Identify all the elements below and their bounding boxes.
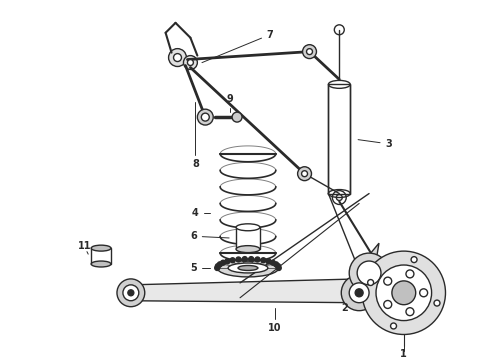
Circle shape (297, 167, 312, 181)
Circle shape (384, 277, 392, 285)
Ellipse shape (91, 245, 111, 251)
Ellipse shape (238, 266, 258, 270)
Circle shape (216, 264, 220, 269)
Circle shape (406, 270, 414, 278)
Text: 2: 2 (341, 303, 347, 313)
Circle shape (376, 265, 432, 321)
Polygon shape (131, 279, 359, 303)
Polygon shape (349, 243, 379, 303)
Circle shape (341, 275, 377, 311)
Circle shape (173, 54, 181, 62)
Circle shape (307, 49, 313, 55)
Circle shape (355, 289, 363, 297)
Circle shape (419, 289, 428, 297)
Text: 9: 9 (227, 94, 234, 104)
Circle shape (242, 257, 247, 262)
Circle shape (270, 260, 275, 265)
Circle shape (255, 257, 260, 262)
Text: 3: 3 (386, 139, 392, 149)
Circle shape (368, 280, 373, 285)
Circle shape (230, 258, 235, 263)
Circle shape (183, 55, 197, 69)
Ellipse shape (228, 263, 268, 273)
Circle shape (276, 266, 281, 270)
Circle shape (261, 258, 266, 263)
Circle shape (220, 260, 225, 265)
Circle shape (357, 261, 381, 285)
Text: 8: 8 (192, 159, 199, 169)
Circle shape (266, 259, 271, 264)
Text: 7: 7 (267, 30, 273, 40)
Circle shape (411, 257, 417, 262)
Ellipse shape (91, 261, 111, 267)
Circle shape (391, 323, 396, 329)
Text: 11: 11 (77, 241, 91, 251)
Circle shape (249, 257, 254, 262)
Ellipse shape (217, 259, 279, 277)
Circle shape (392, 281, 416, 305)
Bar (236, 227, 260, 249)
Circle shape (349, 253, 389, 293)
Circle shape (117, 279, 145, 307)
Circle shape (197, 109, 213, 125)
Circle shape (188, 59, 194, 66)
Circle shape (218, 262, 222, 267)
Circle shape (362, 251, 445, 334)
Ellipse shape (236, 246, 260, 253)
Circle shape (301, 171, 308, 177)
Bar (328, 84, 350, 194)
Circle shape (349, 283, 369, 303)
Circle shape (215, 266, 220, 270)
Text: 5: 5 (190, 263, 197, 273)
Circle shape (236, 257, 241, 262)
Circle shape (406, 308, 414, 316)
Ellipse shape (236, 224, 260, 231)
Circle shape (201, 113, 209, 121)
Circle shape (302, 45, 317, 59)
Circle shape (384, 301, 392, 309)
Text: 4: 4 (192, 208, 199, 219)
Text: 6: 6 (190, 231, 197, 241)
Circle shape (434, 300, 440, 306)
Circle shape (123, 285, 139, 301)
Bar (91, 248, 111, 264)
Text: 1: 1 (400, 349, 407, 359)
Circle shape (128, 290, 134, 296)
Circle shape (225, 259, 230, 264)
Circle shape (273, 262, 279, 267)
Text: 10: 10 (268, 323, 282, 333)
Circle shape (169, 49, 186, 67)
Circle shape (275, 264, 281, 269)
Circle shape (232, 112, 242, 122)
